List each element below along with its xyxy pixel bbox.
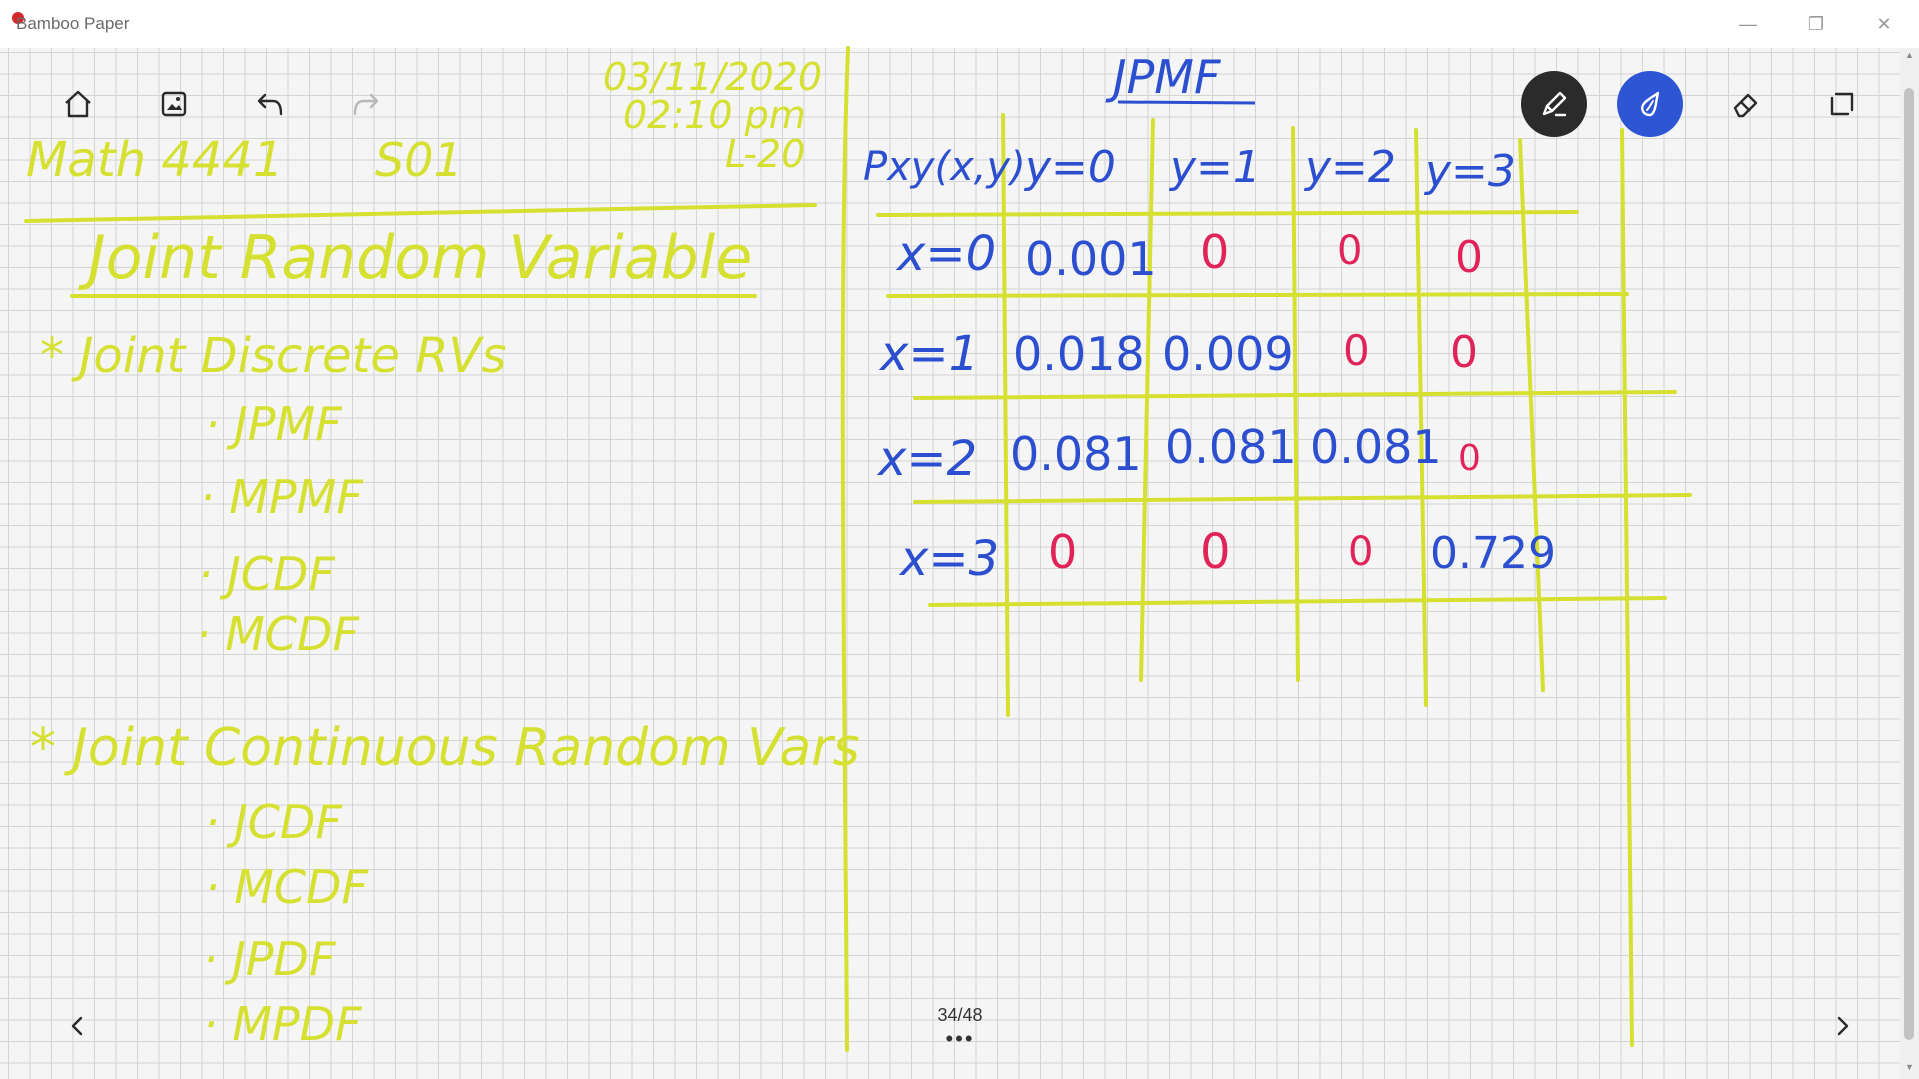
page-counter: 34/48 — [937, 1005, 983, 1025]
scroll-down-arrow-icon[interactable]: ▼ — [1905, 1062, 1914, 1072]
eraser-icon — [1733, 93, 1758, 118]
redo-icon — [353, 93, 379, 116]
title-bar: Bamboo Paper — ❐ ✕ — [0, 0, 1919, 49]
chevron-right-icon — [1837, 1016, 1849, 1036]
close-button[interactable]: ✕ — [1876, 13, 1892, 34]
redo-button[interactable] — [343, 81, 389, 127]
chevron-left-icon — [71, 1016, 83, 1036]
notebook-page-canvas[interactable] — [0, 48, 1900, 1079]
home-icon — [65, 90, 91, 118]
insert-image-button[interactable] — [151, 81, 197, 127]
next-page-button[interactable] — [1822, 1006, 1862, 1046]
scroll-up-arrow-icon[interactable]: ▲ — [1905, 50, 1914, 60]
home-button[interactable] — [55, 81, 101, 127]
pen-tool-button[interactable] — [1521, 71, 1587, 137]
window-title: Bamboo Paper — [16, 14, 130, 33]
page-menu-button[interactable]: ••• — [945, 1026, 975, 1051]
select-tool-button[interactable] — [1809, 71, 1875, 137]
brush-tool-button[interactable] — [1617, 71, 1683, 137]
minimize-button[interactable]: — — [1739, 13, 1757, 34]
previous-page-button[interactable] — [58, 1006, 98, 1046]
image-icon — [161, 91, 187, 117]
app-icon — [12, 12, 24, 24]
maximize-button[interactable]: ❐ — [1807, 13, 1825, 34]
pen-icon — [1542, 91, 1567, 117]
brush-icon — [1641, 91, 1660, 117]
undo-button[interactable] — [247, 81, 293, 127]
undo-icon — [257, 93, 283, 116]
lasso-select-icon — [1830, 92, 1854, 116]
scrollbar-thumb[interactable] — [1904, 88, 1914, 1040]
eraser-tool-button[interactable] — [1713, 71, 1779, 137]
